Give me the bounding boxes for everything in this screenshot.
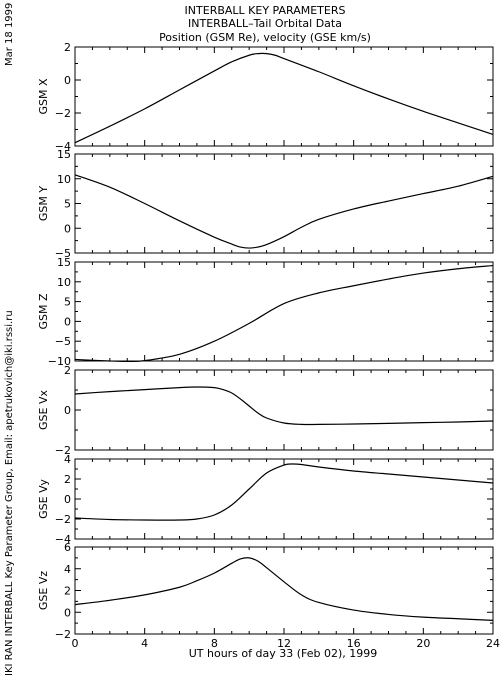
x-tick-label: 0 [72, 637, 79, 650]
series-line [74, 52, 494, 144]
panel-0: 2 0 −2 −4 GSM X [37, 41, 494, 153]
x-tick-label: 20 [416, 637, 430, 650]
y-axis-label: GSM Z [37, 293, 50, 329]
x-tick-label: 16 [347, 637, 361, 650]
header-line-3: Position (GSM Re), velocity (GSE km/s) [159, 31, 371, 44]
y-tick-label: 2 [64, 585, 71, 598]
series-line [74, 386, 494, 426]
y-axis-label: GSM Y [37, 186, 50, 221]
y-tick-label: 5 [64, 198, 71, 211]
y-tick-label: −10 [48, 355, 71, 368]
panel-2: 15 10 5 0 −5 −10 GSM Z [37, 256, 494, 368]
y-axis-label: GSE Vz [37, 571, 50, 610]
y-tick-label: 4 [64, 563, 71, 576]
y-tick-label: −2 [55, 513, 71, 526]
panel-frame [74, 369, 494, 451]
y-tick-label: 4 [64, 453, 71, 466]
header-line-2: INTERBALL–Tail Orbital Data [188, 17, 342, 30]
y-tick-label: 0 [64, 493, 71, 506]
y-tick-label: 10 [57, 173, 71, 186]
y-tick-label: 2 [64, 473, 71, 486]
y-tick-label: 10 [57, 276, 71, 289]
y-tick-label: −2 [55, 628, 71, 641]
y-tick-label: −2 [55, 107, 71, 120]
panel-frame [74, 153, 494, 254]
y-tick-label: 0 [64, 74, 71, 87]
side-credit: IKI RAN INTERBALL Key Parameter Group, E… [4, 310, 15, 676]
y-tick-label: 2 [64, 364, 71, 377]
series-line [74, 463, 494, 521]
panel-5: 6 4 2 0 −2 GSE Vz [37, 541, 494, 641]
panel-frame [74, 46, 494, 147]
side-date: Mar 18 1999 [4, 3, 15, 66]
panel-frame [74, 546, 494, 635]
y-tick-label: 15 [57, 148, 71, 161]
y-tick-label: 0 [64, 315, 71, 328]
y-tick-label: −4 [55, 533, 71, 546]
y-tick-label: 6 [64, 541, 71, 554]
y-tick-label: −2 [55, 444, 71, 457]
series-line [74, 264, 494, 363]
y-axis-label: GSM X [37, 78, 50, 114]
x-tick-label: 12 [277, 637, 291, 650]
panel-4: 4 2 0 −2 −4 GSE Vy [37, 453, 494, 546]
y-tick-label: −5 [55, 247, 71, 260]
y-tick-label: −5 [55, 335, 71, 348]
x-tick-label: 24 [486, 637, 500, 650]
panels: 2 0 −2 −4 GSM X 15 10 5 0 −5 GSM Y 15 10 5 0 −5 −10 GSM Z… [37, 41, 494, 641]
header-line-1: INTERBALL KEY PARAMETERS [185, 4, 346, 17]
series-line [74, 174, 494, 249]
y-axis-label: GSE Vx [37, 390, 50, 430]
panel-3: 2 0 −2 GSE Vx [37, 364, 494, 457]
y-tick-label: −4 [55, 140, 71, 153]
y-tick-label: 0 [64, 404, 71, 417]
series-line [74, 557, 494, 622]
y-tick-label: 0 [64, 606, 71, 619]
x-axis-tick-labels: 0 4 8 12 16 20 24 [72, 637, 501, 650]
x-axis-label: UT hours of day 33 (Feb 02), 1999 [189, 647, 378, 660]
y-axis-label: GSE Vy [37, 479, 50, 519]
x-tick-label: 8 [211, 637, 218, 650]
panel-frame [74, 458, 494, 540]
panel-1: 15 10 5 0 −5 GSM Y [37, 148, 494, 260]
x-tick-label: 4 [141, 637, 148, 650]
y-tick-label: 2 [64, 41, 71, 54]
y-tick-label: 15 [57, 256, 71, 269]
panel-frame [74, 261, 494, 362]
y-tick-label: 5 [64, 296, 71, 309]
y-tick-label: 0 [64, 222, 71, 235]
